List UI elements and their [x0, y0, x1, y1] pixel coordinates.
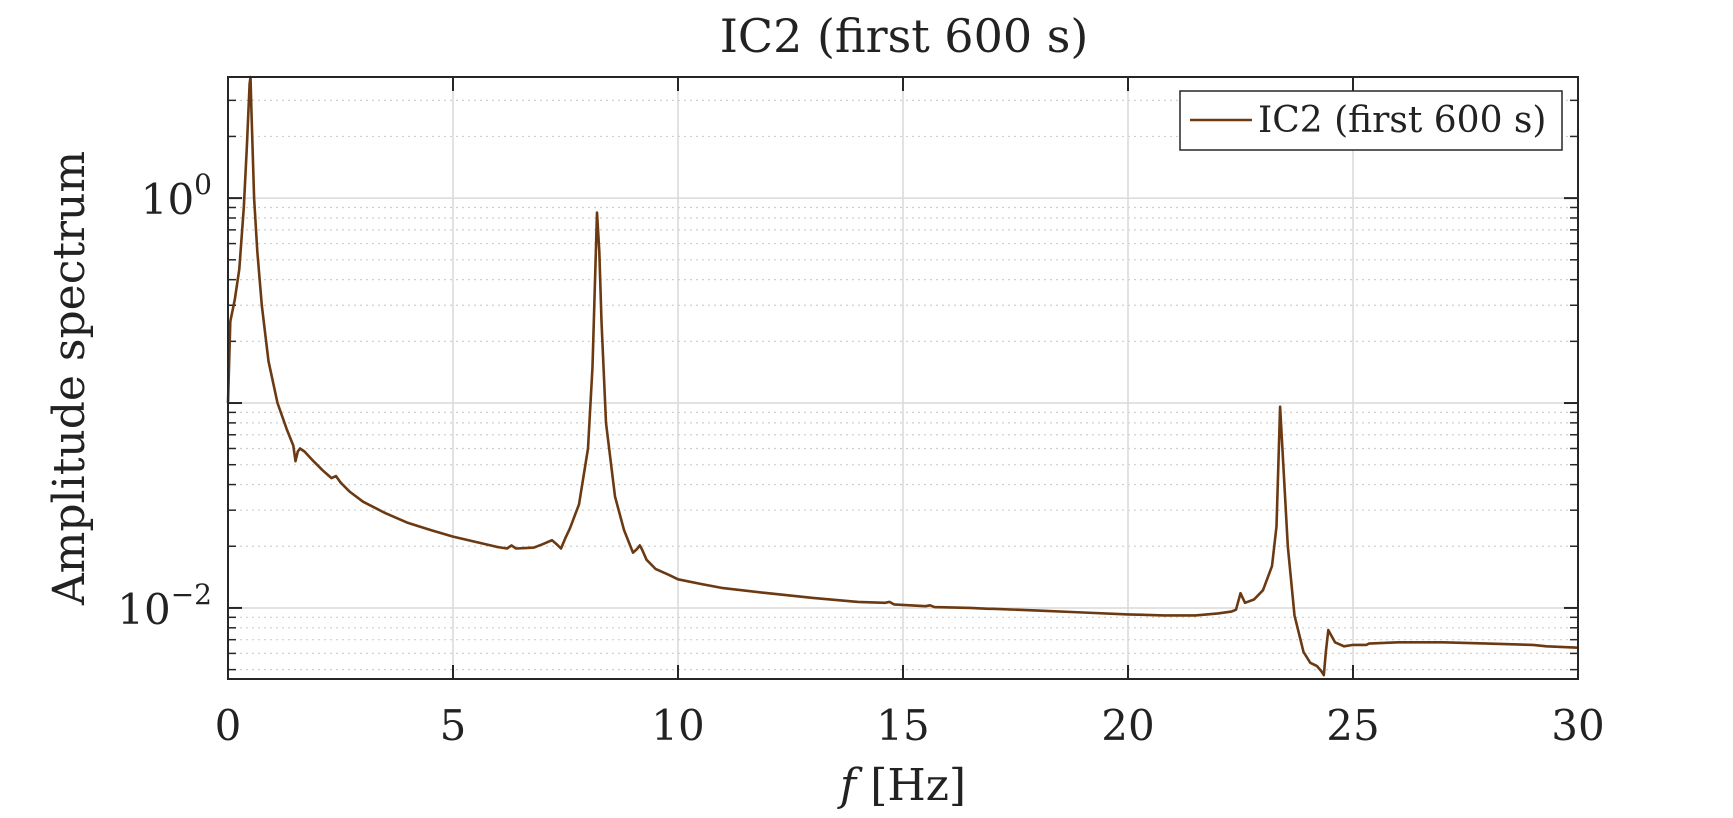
plot-frame	[227, 76, 1579, 680]
series-group	[226, 75, 1579, 677]
x-axis-label-unit: [Hz]	[870, 760, 966, 811]
y-tick-label: 10−2	[117, 578, 212, 634]
x-tick-label: 25	[1326, 701, 1379, 750]
legend-label: IC2 (first 600 s)	[1258, 100, 1546, 141]
x-tick-label: 30	[1551, 701, 1604, 750]
x-axis-label-var: f	[837, 760, 863, 811]
y-axis-label: Amplitude spectrum	[44, 151, 95, 606]
series-line	[226, 75, 1579, 677]
grid	[228, 77, 1578, 679]
x-tick-label: 15	[876, 701, 929, 750]
x-tick-label: 20	[1101, 701, 1154, 750]
x-tick-label: 5	[440, 701, 467, 750]
x-axis-label: f [Hz]	[837, 760, 966, 811]
y-tick-label-base: 10	[117, 585, 170, 634]
y-tick-label: 100	[141, 168, 212, 224]
y-tick-label-exponent: −2	[171, 578, 212, 611]
y-tick-label-base: 10	[141, 175, 194, 224]
x-tick-labels: 0 5 10 15 20 25 30	[215, 701, 1605, 750]
y-tick-label-exponent: 0	[194, 168, 212, 201]
x-tick-label: 10	[651, 701, 704, 750]
chart-title: IC2 (first 600 s)	[720, 9, 1089, 63]
x-tick-label: 0	[215, 701, 242, 750]
legend: IC2 (first 600 s)	[1179, 90, 1563, 151]
